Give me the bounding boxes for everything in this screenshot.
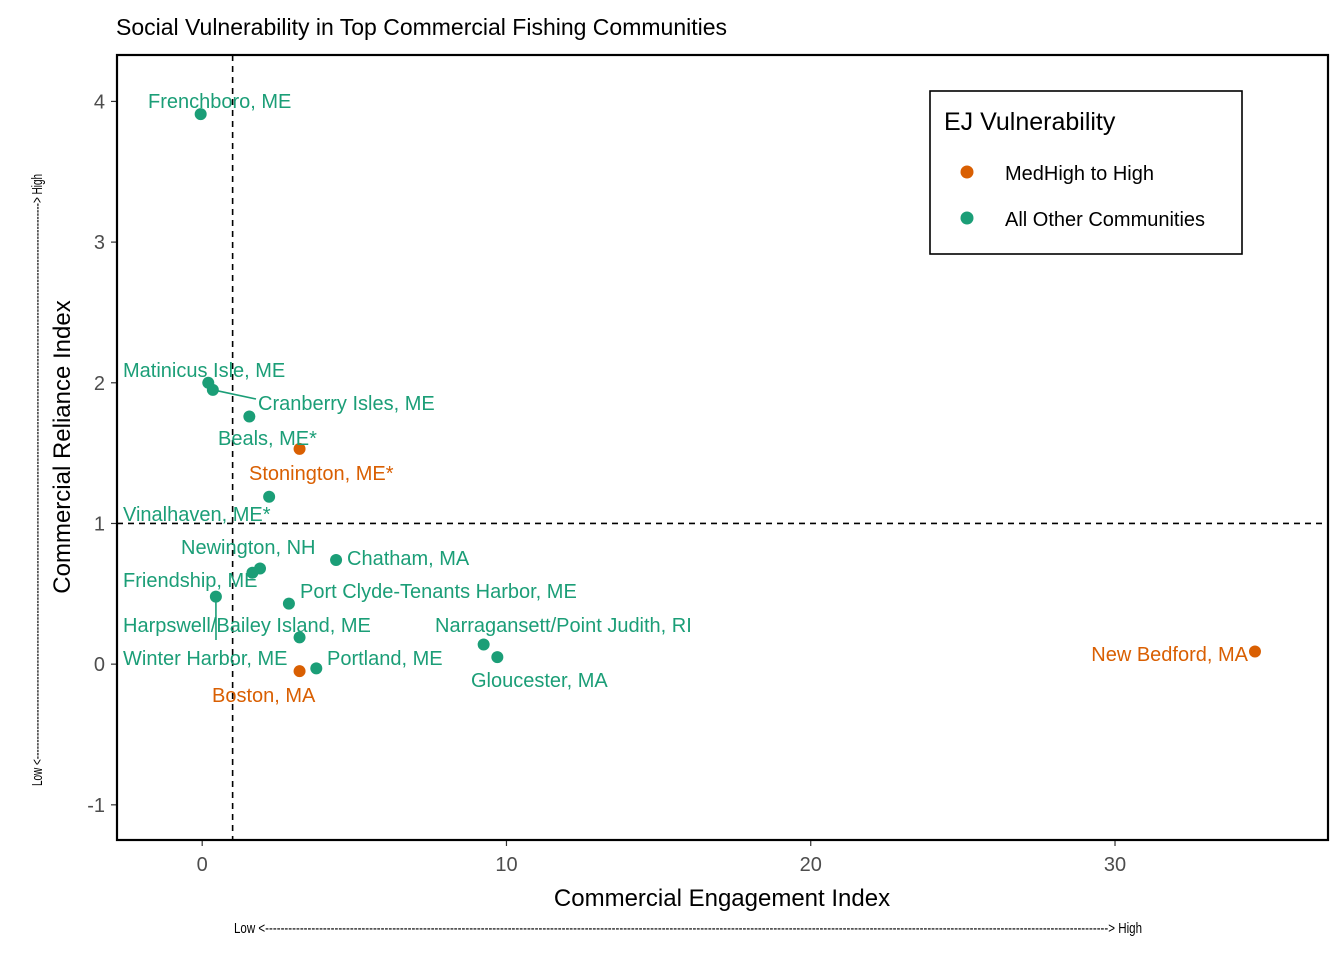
legend-key-other [960, 211, 974, 225]
data-point [293, 665, 306, 678]
data-point [1248, 645, 1261, 658]
label-connector [212, 389, 257, 400]
data-point [194, 108, 207, 121]
point-label: Boston, MA [212, 685, 316, 707]
y-tick-label: 4 [94, 91, 105, 113]
x-tick-label: 20 [800, 854, 822, 876]
y-tick-label: 0 [94, 654, 105, 676]
data-point [243, 410, 256, 423]
data-point [293, 442, 306, 455]
point-label: Vinalhaven, ME* [123, 504, 271, 526]
point-label: Frenchboro, ME [148, 91, 291, 113]
y-axis-title: Commercial Reliance Index [49, 300, 76, 593]
x-axis-title: Commercial Engagement Index [554, 885, 890, 912]
reference-lines [117, 55, 1328, 840]
y-tick-label: 2 [94, 373, 105, 395]
point-label: Gloucester, MA [471, 670, 608, 692]
legend-key-medhigh [960, 165, 974, 179]
point-label: Harpswell/Bailey Island, ME [123, 615, 371, 637]
y-tick-label: -1 [87, 795, 105, 817]
x-tick-label: 0 [197, 854, 208, 876]
point-label: Newington, NH [181, 537, 316, 559]
data-point [263, 490, 276, 503]
data-point [209, 590, 222, 603]
plot-panel-border [115, 53, 1330, 842]
point-label: Cranberry Isles, ME [258, 393, 435, 415]
y-tick-label: 1 [94, 513, 105, 535]
data-point [293, 631, 306, 644]
point-label: Friendship, ME [123, 570, 258, 592]
legend-box [929, 90, 1243, 255]
data-point [206, 383, 219, 396]
point-label: Narragansett/Point Judith, RI [435, 615, 692, 637]
legend-label-medhigh: MedHigh to High [1005, 163, 1154, 185]
data-point [491, 651, 504, 664]
x-axis-direction-label: Low <-----------------------------------… [234, 920, 1142, 937]
x-tick-label: 30 [1104, 854, 1126, 876]
chart-title: Social Vulnerability in Top Commercial F… [116, 14, 727, 40]
label-connectors [212, 389, 257, 641]
legend-label-other: All Other Communities [1005, 209, 1205, 231]
legend: EJ Vulnerability MedHigh to High All Oth… [929, 90, 1243, 255]
point-labels: Frenchboro, ME Matinicus Isle, ME Cranberr… [123, 91, 1249, 707]
data-point [310, 662, 323, 675]
point-label: Chatham, MA [347, 548, 470, 570]
legend-title: EJ Vulnerability [944, 108, 1116, 136]
point-label: Portland, ME [327, 648, 443, 670]
data-point [246, 566, 259, 579]
data-points [194, 108, 1261, 678]
y-tick-label: 3 [94, 232, 105, 254]
point-label: Stonington, ME* [249, 463, 394, 485]
axis-ticks: 0 10 20 30 -1 0 1 2 3 4 [87, 91, 1126, 876]
x-tick-label: 10 [495, 854, 517, 876]
y-axis-direction-label: Low <-----------------------------------… [29, 174, 46, 786]
point-label: New Bedford, MA [1091, 644, 1248, 666]
point-label: Matinicus Isle, ME [123, 360, 285, 382]
point-label: Port Clyde-Tenants Harbor, ME [300, 581, 577, 603]
data-point [330, 554, 343, 567]
data-point [282, 597, 295, 610]
point-label: Winter Harbor, ME [123, 648, 287, 670]
data-point [477, 638, 490, 651]
point-label: Beals, ME* [218, 428, 317, 450]
